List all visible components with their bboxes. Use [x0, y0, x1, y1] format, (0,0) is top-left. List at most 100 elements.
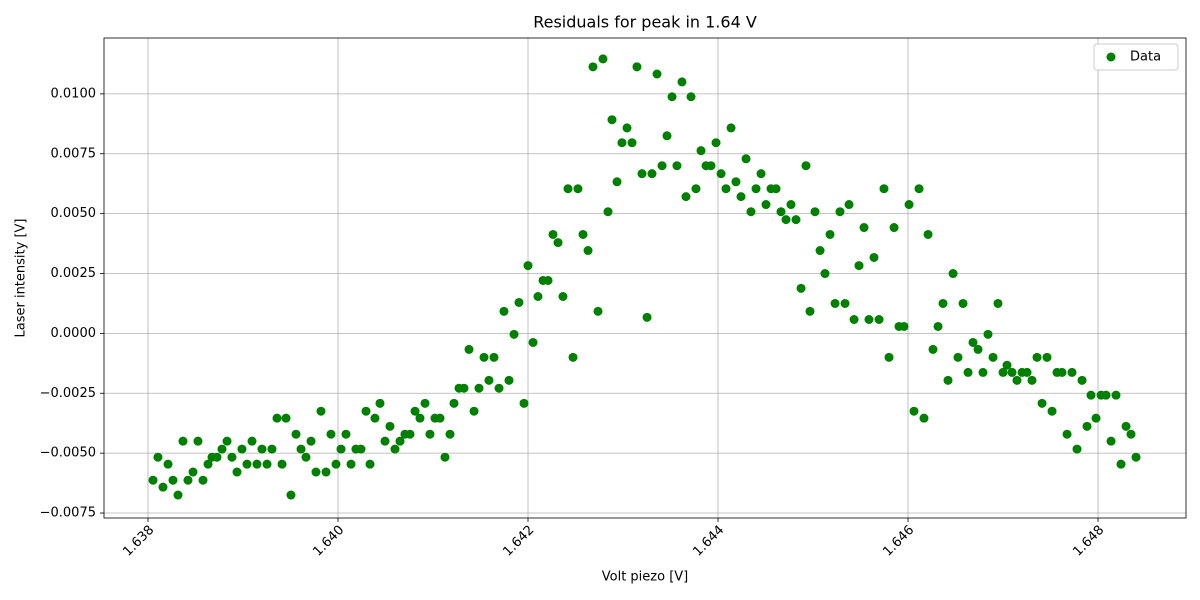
- data-point: [163, 459, 173, 469]
- data-point: [914, 184, 924, 194]
- data-point: [449, 398, 459, 408]
- data-point: [612, 177, 622, 187]
- data-point: [736, 192, 746, 202]
- data-point: [721, 184, 731, 194]
- data-point: [637, 169, 647, 179]
- data-point: [796, 283, 806, 293]
- data-point: [553, 238, 563, 248]
- data-point: [459, 383, 469, 393]
- x-tick-label: 1.640: [310, 523, 347, 560]
- data-point: [420, 398, 430, 408]
- data-point: [252, 459, 262, 469]
- data-point: [598, 54, 608, 64]
- data-point: [262, 459, 272, 469]
- data-point: [479, 352, 489, 362]
- data-point: [801, 161, 811, 171]
- data-point: [257, 444, 267, 454]
- data-point: [1022, 367, 1032, 377]
- data-point: [756, 169, 766, 179]
- data-point: [168, 475, 178, 485]
- data-point: [642, 312, 652, 322]
- data-point: [395, 436, 405, 446]
- data-point: [385, 421, 395, 431]
- data-point: [469, 406, 479, 416]
- data-point: [365, 459, 375, 469]
- data-point: [272, 413, 282, 423]
- data-point: [296, 444, 306, 454]
- data-point: [494, 383, 504, 393]
- data-point: [178, 436, 188, 446]
- data-point: [968, 337, 978, 347]
- data-point: [973, 344, 983, 354]
- data-point: [306, 436, 316, 446]
- data-point: [998, 367, 1008, 377]
- data-point: [681, 192, 691, 202]
- data-point: [1067, 367, 1077, 377]
- data-point: [938, 298, 948, 308]
- data-point: [988, 352, 998, 362]
- data-point: [746, 207, 756, 217]
- data-point: [632, 62, 642, 72]
- data-point: [953, 352, 963, 362]
- data-point: [904, 200, 914, 210]
- data-point: [410, 406, 420, 416]
- data-point: [237, 444, 247, 454]
- data-point: [588, 62, 598, 72]
- data-point: [933, 321, 943, 331]
- data-point: [247, 436, 257, 446]
- data-point: [1042, 352, 1052, 362]
- data-point: [854, 261, 864, 271]
- data-point: [415, 413, 425, 423]
- x-axis-label: Volt piezo [V]: [602, 570, 689, 585]
- data-point: [563, 184, 573, 194]
- data-point: [232, 467, 242, 477]
- data-point: [153, 452, 163, 462]
- data-point: [1101, 390, 1111, 400]
- data-point: [489, 352, 499, 362]
- data-point: [1057, 367, 1067, 377]
- data-point: [1047, 406, 1057, 416]
- data-point: [874, 314, 884, 324]
- data-point: [869, 252, 879, 262]
- data-point: [356, 444, 366, 454]
- data-point: [321, 467, 331, 477]
- data-point: [1116, 459, 1126, 469]
- data-point: [1111, 390, 1121, 400]
- data-point: [815, 246, 825, 256]
- data-point: [776, 207, 786, 217]
- data-point: [889, 223, 899, 233]
- data-point: [919, 413, 929, 423]
- data-point: [667, 92, 677, 102]
- data-point: [1106, 436, 1116, 446]
- data-point: [781, 215, 791, 225]
- plot-frame: [103, 37, 1187, 519]
- data-point: [761, 200, 771, 210]
- data-point: [1037, 398, 1047, 408]
- data-point: [435, 413, 445, 423]
- data-point: [543, 275, 553, 285]
- data-point: [311, 467, 321, 477]
- data-point: [884, 352, 894, 362]
- data-point: [741, 154, 751, 164]
- data-point: [375, 398, 385, 408]
- data-point: [558, 292, 568, 302]
- data-point: [593, 306, 603, 316]
- data-point: [731, 177, 741, 187]
- data-point: [514, 297, 524, 307]
- data-point: [716, 169, 726, 179]
- data-point: [1027, 375, 1037, 385]
- data-point: [173, 490, 183, 500]
- data-point: [1072, 444, 1082, 454]
- data-point: [425, 429, 435, 439]
- data-point: [1032, 352, 1042, 362]
- data-point: [445, 429, 455, 439]
- data-point: [212, 452, 222, 462]
- data-point: [607, 115, 617, 125]
- data-point: [805, 306, 815, 316]
- data-point: [286, 490, 296, 500]
- data-point: [573, 184, 583, 194]
- data-point: [948, 269, 958, 279]
- x-tick-label: 1.642: [500, 523, 537, 560]
- data-point: [1131, 452, 1141, 462]
- data-point: [672, 161, 682, 171]
